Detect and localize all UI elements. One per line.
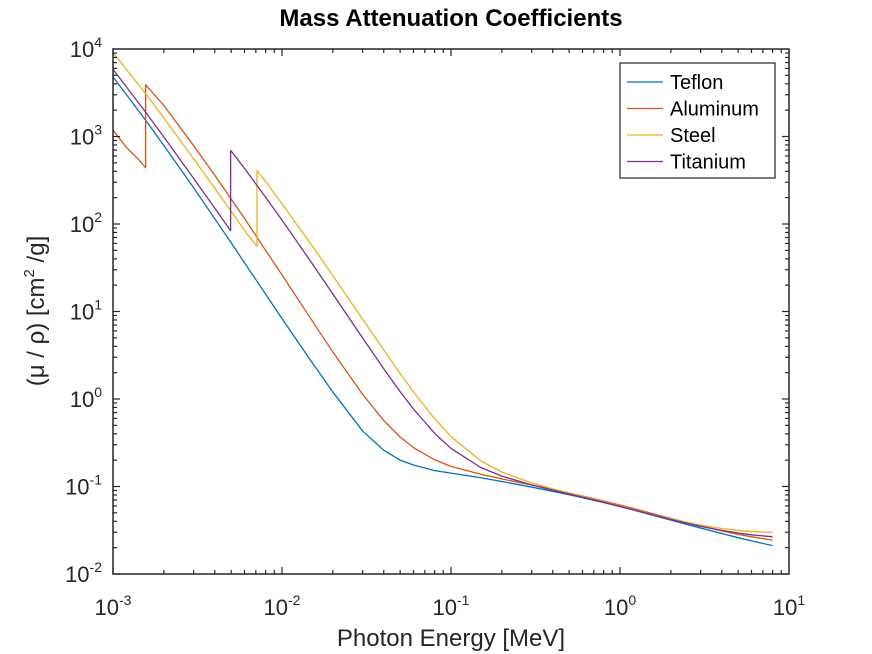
y-tick-exponent: 2 [94,209,102,225]
y-tick-base: 10 [70,387,94,412]
x-axis-label: Photon Energy [MeV] [337,625,565,652]
y-tick-base: 10 [70,37,94,62]
y-tick-exponent: 1 [94,297,102,313]
series-line-aluminum [112,84,773,541]
x-tick-exponent: 0 [628,592,636,608]
legend-item-teflon: Teflon [627,72,723,94]
x-tick-base: 10 [773,595,797,620]
chart-title: Mass Attenuation Coefficients [279,5,622,32]
ticks-layer [112,49,789,575]
legend-item-titanium: Titanium [627,152,746,174]
y-tick-exponent: 3 [94,122,102,138]
y-axis-label-sup: 2 [21,269,38,277]
y-tick-label: 100 [70,384,102,412]
y-tick-exponent: 4 [94,34,102,50]
y-tick-label: 101 [70,297,102,325]
y-tick-base: 10 [70,125,94,150]
x-tick-exponent: -1 [457,592,470,608]
x-tick-label: 10-2 [264,592,301,620]
y-tick-label: 102 [70,209,102,237]
y-axis-label-pre: (μ / ρ) [cm [23,277,50,386]
x-tick-labels: 10-3 10-2 10-1 100 101 [95,592,806,620]
y-axis-label: (μ / ρ) [cm2 /g] [21,236,50,387]
x-tick-label: 10-3 [95,592,132,620]
y-tick-exponent: -2 [90,559,103,575]
x-tick-exponent: -3 [119,592,132,608]
x-tick-label: 10-1 [433,592,470,620]
x-tick-label: 100 [604,592,636,620]
legend-item-steel: Steel [627,125,716,147]
legend-label: Steel [670,125,716,147]
x-tick-base: 10 [604,595,628,620]
y-tick-label: 10-1 [65,472,102,500]
legend-item-aluminum: Aluminum [627,99,759,121]
y-tick-label: 10-2 [65,559,102,587]
x-tick-label: 101 [773,592,805,620]
x-tick-base: 10 [95,595,119,620]
y-tick-base: 10 [70,300,94,325]
x-tick-exponent: -2 [288,592,301,608]
legend-label: Aluminum [670,99,759,121]
y-tick-exponent: 0 [94,384,102,400]
x-tick-exponent: 1 [797,592,805,608]
legend-label: Titanium [670,152,746,174]
y-tick-label: 103 [70,122,102,150]
y-tick-base: 10 [65,562,89,587]
y-axis-label-post: /g] [23,236,50,269]
legend: Teflon Aluminum Steel Titanium [619,62,776,179]
series-layer [112,52,773,547]
y-tick-exponent: -1 [90,472,103,488]
y-tick-label: 104 [70,34,102,62]
y-tick-base: 10 [70,212,94,237]
legend-items: Teflon Aluminum Steel Titanium [627,72,759,174]
x-tick-base: 10 [433,595,457,620]
x-tick-base: 10 [264,595,288,620]
y-tick-base: 10 [65,475,89,500]
series-line-titanium [112,68,773,538]
legend-label: Teflon [670,72,723,94]
